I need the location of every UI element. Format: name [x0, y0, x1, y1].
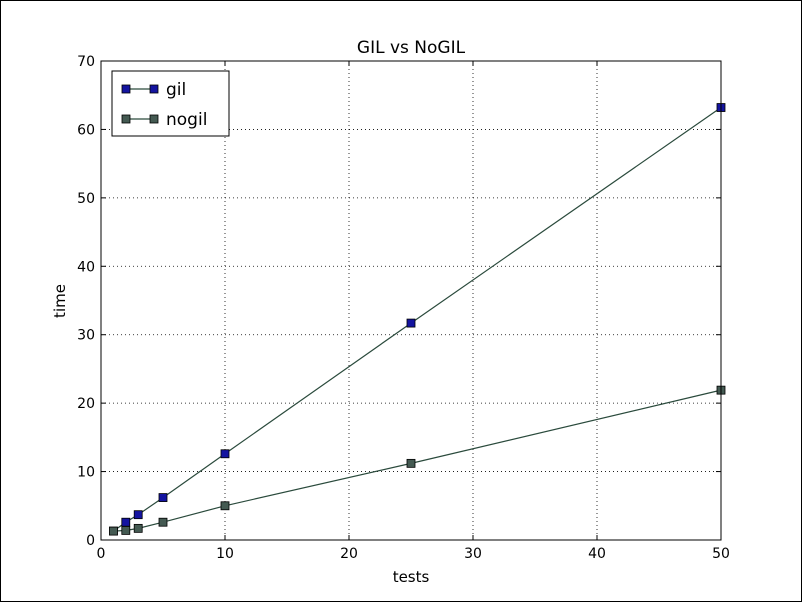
- data-point-gil: [158, 493, 168, 502]
- x-tick-label: 0: [97, 546, 106, 562]
- legend-box: [111, 70, 230, 137]
- y-tick-label: 50: [77, 191, 95, 207]
- data-point-gil: [406, 318, 416, 328]
- data-point-nogil: [109, 526, 118, 536]
- data-point-gil: [121, 517, 131, 527]
- legend-marker-gil: [121, 84, 131, 94]
- y-tick-label: 10: [77, 465, 95, 481]
- grid-lines: [101, 61, 721, 540]
- x-tick-label: 10: [216, 546, 234, 562]
- data-point-nogil: [406, 458, 416, 468]
- legend-marker-gil: [149, 84, 159, 94]
- data-point-nogil: [220, 501, 230, 511]
- y-tick-label: 30: [77, 328, 95, 344]
- x-axis-label: tests: [393, 568, 430, 586]
- x-tick-label: 30: [464, 546, 482, 562]
- data-point-gil: [133, 510, 143, 520]
- legend-marker-nogil: [121, 114, 131, 124]
- legend-label-gil: gil: [166, 80, 186, 100]
- x-tick-label: 50: [712, 546, 730, 562]
- plot-area-border: [100, 60, 722, 541]
- y-tick-label: 70: [77, 54, 95, 70]
- y-tick-label: 60: [77, 122, 95, 138]
- series-layer: [109, 103, 726, 536]
- legend-marker-nogil: [149, 114, 159, 124]
- y-tick-label: 0: [86, 533, 95, 549]
- data-point-nogil: [133, 523, 143, 533]
- y-tick-label: 20: [77, 396, 95, 412]
- series-line-gil: [113, 107, 722, 532]
- data-point-gil: [220, 449, 230, 459]
- legend: gil nogil: [111, 70, 230, 137]
- legend-label-nogil: nogil: [166, 110, 207, 130]
- data-point-nogil: [121, 526, 131, 535]
- chart-title: GIL vs NoGIL: [357, 38, 466, 58]
- y-axis-label: time: [51, 284, 69, 318]
- axis-ticks: 0 10 20 30 40 50 0 10 20 30 40 50 60 70: [77, 54, 730, 562]
- data-point-nogil: [158, 517, 168, 527]
- series-line-nogil: [113, 389, 722, 532]
- x-tick-label: 40: [588, 546, 606, 562]
- x-tick-label: 20: [340, 546, 358, 562]
- y-tick-label: 40: [77, 259, 95, 275]
